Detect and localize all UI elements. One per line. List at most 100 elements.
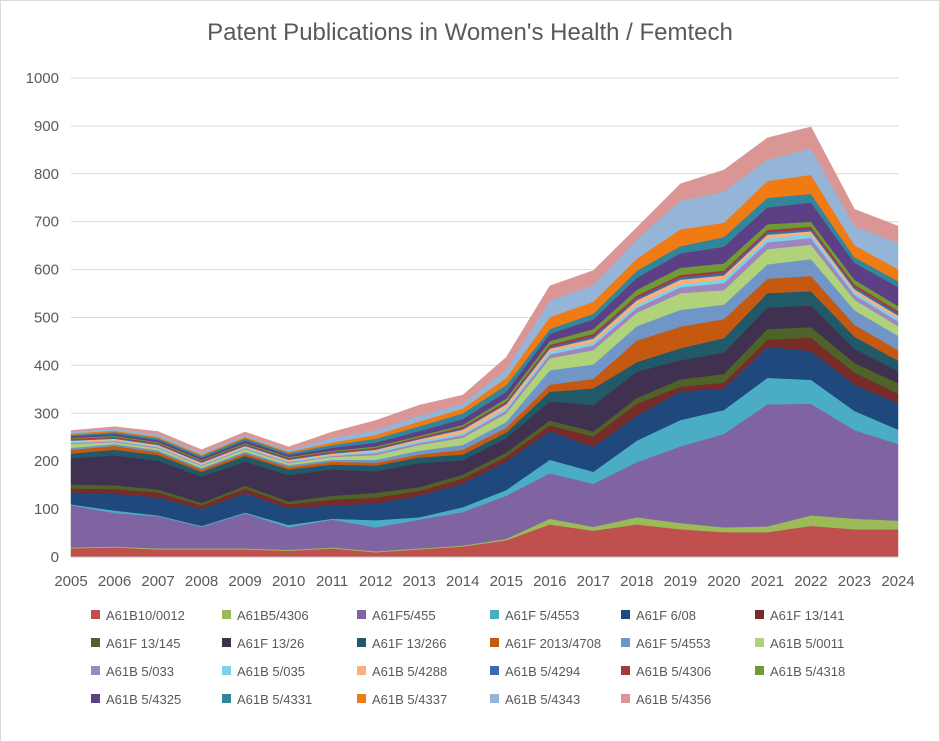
- legend-item: A61B 5/033: [91, 663, 174, 683]
- legend-item: A61B 5/4318: [755, 663, 845, 683]
- x-tick-label: 2019: [664, 573, 697, 590]
- y-tick-label: 700: [34, 214, 59, 231]
- legend-label: A61B 5/4294: [505, 664, 581, 680]
- x-tick-label: 2014: [446, 573, 479, 590]
- x-tick-label: 2005: [54, 573, 87, 590]
- legend-swatch: [755, 610, 764, 620]
- legend-label: A61B 5/4337: [372, 692, 448, 708]
- legend-label: A61F 5/4553: [505, 608, 580, 624]
- x-tick-label: 2007: [141, 573, 174, 590]
- legend-item: A61B 5/4356: [621, 691, 711, 711]
- x-tick-label: 2020: [707, 573, 740, 590]
- x-tick-label: 2017: [577, 573, 610, 590]
- legend-swatch: [357, 638, 366, 648]
- legend-label: A61F 5/4553: [636, 636, 711, 652]
- legend-item: A61B5/4306: [222, 607, 309, 627]
- chart-title: Patent Publications in Women's Health / …: [207, 19, 733, 46]
- legend-label: A61F 2013/4708: [505, 636, 602, 652]
- legend-item: A61B 5/4325: [91, 691, 181, 711]
- y-tick-label: 300: [34, 405, 59, 422]
- legend-item: A61F 13/26: [222, 635, 304, 655]
- legend-swatch: [755, 638, 764, 648]
- legend-swatch: [621, 610, 630, 620]
- legend-swatch: [91, 666, 100, 676]
- legend-label: A61F 13/145: [106, 636, 181, 652]
- y-tick-label: 600: [34, 262, 59, 279]
- legend-item: A61B 5/035: [222, 663, 305, 683]
- legend-label: A61B10/0012: [106, 608, 185, 624]
- legend-item: A61B 5/4306: [621, 663, 711, 683]
- legend-item: A61F 2013/4708: [490, 635, 601, 655]
- x-tick-label: 2008: [185, 573, 218, 590]
- legend-item: A61B 5/4288: [357, 663, 447, 683]
- legend-swatch: [490, 694, 499, 704]
- y-tick-label: 1000: [26, 70, 59, 87]
- legend-item: A61B10/0012: [91, 607, 185, 627]
- legend-swatch: [621, 638, 630, 648]
- x-tick-label: 2013: [403, 573, 436, 590]
- legend-item: A61B 5/4294: [490, 663, 580, 683]
- x-tick-label: 2015: [490, 573, 523, 590]
- legend-swatch: [222, 638, 231, 648]
- legend-label: A61B 5/4318: [770, 664, 846, 680]
- legend-label: A61B 5/4288: [372, 664, 448, 680]
- legend-swatch: [91, 638, 100, 648]
- legend-label: A61B 5/4306: [636, 664, 712, 680]
- legend-label: A61B 5/035: [237, 664, 305, 680]
- legend-item: A61F 5/4553: [621, 635, 710, 655]
- y-tick-label: 800: [34, 166, 59, 183]
- legend-swatch: [357, 694, 366, 704]
- legend-swatch: [222, 666, 231, 676]
- legend-label: A61F5/455: [372, 608, 436, 624]
- legend-label: A61F 13/266: [372, 636, 447, 652]
- legend-item: A61F 6/08: [621, 607, 696, 627]
- y-tick-label: 0: [51, 549, 59, 566]
- legend-swatch: [91, 610, 100, 620]
- legend-swatch: [222, 694, 231, 704]
- x-tick-label: 2024: [881, 573, 914, 590]
- legend-label: A61F 13/141: [770, 608, 845, 624]
- legend-label: A61B 5/0011: [770, 636, 845, 652]
- legend-item: A61B 5/4331: [222, 691, 312, 711]
- x-tick-label: 2009: [228, 573, 261, 590]
- x-tick-label: 2022: [794, 573, 827, 590]
- legend-swatch: [357, 610, 366, 620]
- legend-swatch: [357, 666, 366, 676]
- area-series: [70, 126, 899, 453]
- legend-item: A61B 5/0011: [755, 635, 844, 655]
- x-tick-label: 2016: [533, 573, 566, 590]
- legend-label: A61B 5/4331: [237, 692, 313, 708]
- legend-label: A61F 13/26: [237, 636, 305, 652]
- y-tick-label: 500: [34, 310, 59, 327]
- legend-swatch: [621, 666, 630, 676]
- legend-label: A61B 5/4325: [106, 692, 182, 708]
- x-tick-label: 2018: [620, 573, 653, 590]
- legend-swatch: [490, 666, 499, 676]
- legend-item: A61B 5/4337: [357, 691, 447, 711]
- y-tick-label: 400: [34, 357, 59, 374]
- chart-plot: 0 100 200 300 400 500 600 700 800 900 1000 2005 2006…: [26, 70, 915, 590]
- y-tick-label: 200: [34, 453, 59, 470]
- x-tick-label: 2012: [359, 573, 392, 590]
- legend-label: A61B 5/4343: [505, 692, 581, 708]
- x-tick-label: 2006: [98, 573, 131, 590]
- x-tick-label: 2021: [751, 573, 784, 590]
- legend-label: A61B 5/4356: [636, 692, 712, 708]
- legend-swatch: [490, 638, 499, 648]
- y-tick-label: 100: [34, 501, 59, 518]
- legend-label: A61F 6/08: [636, 608, 696, 624]
- legend-item: A61F 13/141: [755, 607, 844, 627]
- x-tick-label: 2011: [316, 573, 348, 590]
- legend-label: A61B5/4306: [237, 608, 309, 624]
- legend-item: A61F 5/4553: [490, 607, 579, 627]
- legend-swatch: [490, 610, 499, 620]
- legend-swatch: [91, 694, 100, 704]
- x-tick-label: 2023: [838, 573, 871, 590]
- legend-item: A61F 13/145: [91, 635, 180, 655]
- x-tick-label: 2010: [272, 573, 305, 590]
- legend-swatch: [755, 666, 764, 676]
- legend-item: A61B 5/4343: [490, 691, 580, 711]
- legend-swatch: [222, 610, 231, 620]
- legend-swatch: [621, 694, 630, 704]
